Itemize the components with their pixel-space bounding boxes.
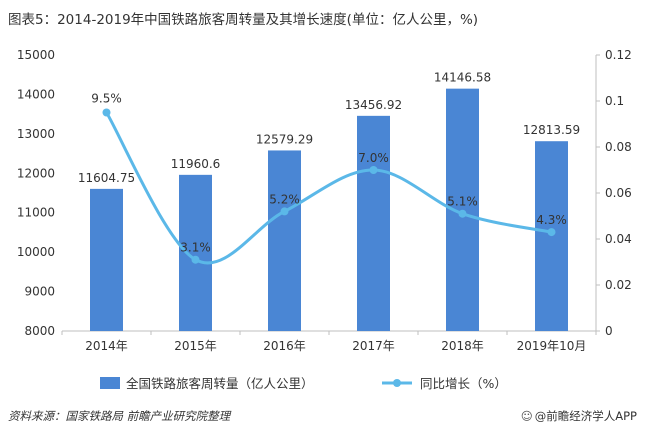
growth-point (102, 108, 111, 117)
bar-value-label: 12813.59 (523, 123, 580, 137)
y-right-tick-label: 0 (605, 324, 613, 338)
y-left-tick-label: 12000 (17, 166, 55, 180)
y-left-tick-label: 10000 (17, 245, 55, 259)
bar (179, 174, 212, 331)
y-right-tick-label: 0.08 (605, 140, 632, 154)
bar-value-label: 12579.29 (256, 132, 313, 146)
growth-point (369, 166, 378, 174)
brand-credit: ☺ @前瞻经济学人APP (521, 408, 637, 424)
bar (268, 150, 301, 331)
growth-value-label: 3.1% (180, 241, 211, 255)
y-right-tick-label: 0.06 (605, 186, 632, 200)
growth-value-label: 5.1% (447, 195, 478, 209)
y-right-tick-label: 0.12 (605, 48, 632, 62)
y-right-tick-label: 0.02 (605, 278, 632, 292)
wechat-icon: ☺ (520, 409, 533, 423)
growth-point (458, 209, 467, 218)
bar (357, 115, 390, 332)
x-tick-label: 2017年 (352, 339, 395, 353)
legend: 全国铁路旅客周转量（亿人公里） 同比增长（%） (100, 376, 507, 391)
legend-line-label: 同比增长（%） (420, 376, 507, 391)
growth-point (547, 228, 556, 237)
growth-line-series (102, 108, 556, 265)
bar (535, 141, 568, 331)
x-tick-label: 2019年10月 (517, 339, 587, 353)
growth-value-label: 9.5% (91, 92, 122, 106)
bar-value-label: 11960.6 (171, 157, 221, 171)
y-axis-right: 0 0.02 0.04 0.06 0.08 0.1 0.12 (595, 48, 632, 338)
growth-point (280, 207, 289, 216)
growth-point (191, 255, 200, 264)
y-left-tick-label: 15000 (17, 48, 55, 62)
bar-value-label: 13456.92 (345, 98, 402, 112)
footer: 资料来源：国家铁路局 前瞻产业研究院整理 ☺ @前瞻经济学人APP (0, 400, 647, 437)
legend-bar-label: 全国铁路旅客周转量（亿人公里） (126, 376, 314, 391)
growth-value-label: 7.0% (358, 151, 389, 165)
x-axis: 2014年 2015年 2016年 2017年 2018年 2019年10月 (61, 330, 597, 353)
x-tick-label: 2018年 (441, 339, 484, 353)
y-left-tick-label: 9000 (24, 285, 55, 299)
bar-series (90, 88, 568, 332)
legend-bar-swatch (100, 377, 120, 389)
y-left-tick-label: 11000 (17, 206, 55, 220)
y-left-tick-label: 8000 (24, 324, 55, 338)
growth-value-label: 4.3% (536, 213, 567, 227)
brand-text: @前瞻经济学人APP (534, 409, 637, 423)
growth-value-label: 5.2% (269, 192, 300, 206)
y-axis-left: 8000 9000 10000 11000 12000 13000 14000 15000 (17, 48, 55, 338)
y-left-tick-label: 13000 (17, 127, 55, 141)
x-tick-label: 2016年 (263, 339, 306, 353)
growth-line (105, 111, 552, 265)
data-labels: 11604.75 11960.6 12579.29 13456.92 14146.58 1… (78, 71, 580, 255)
source-note: 资料来源：国家铁路局 前瞻产业研究院整理 (8, 409, 231, 423)
chart-title: 图表5：2014-2019年中国铁路旅客周转量及其增长速度(单位：亿人公里，%) (8, 12, 479, 28)
legend-line-marker (393, 379, 401, 387)
y-right-tick-label: 0.1 (605, 94, 624, 108)
x-tick-label: 2014年 (85, 339, 128, 353)
bar-value-label: 14146.58 (434, 71, 491, 85)
bar (90, 188, 123, 331)
combo-chart: 8000 9000 10000 11000 12000 13000 14000 15000 0… (17, 48, 632, 391)
x-tick-label: 2015年 (174, 339, 217, 353)
bar-value-label: 11604.75 (78, 171, 135, 185)
y-right-tick-label: 0.04 (605, 232, 632, 246)
y-left-tick-label: 14000 (17, 87, 55, 101)
